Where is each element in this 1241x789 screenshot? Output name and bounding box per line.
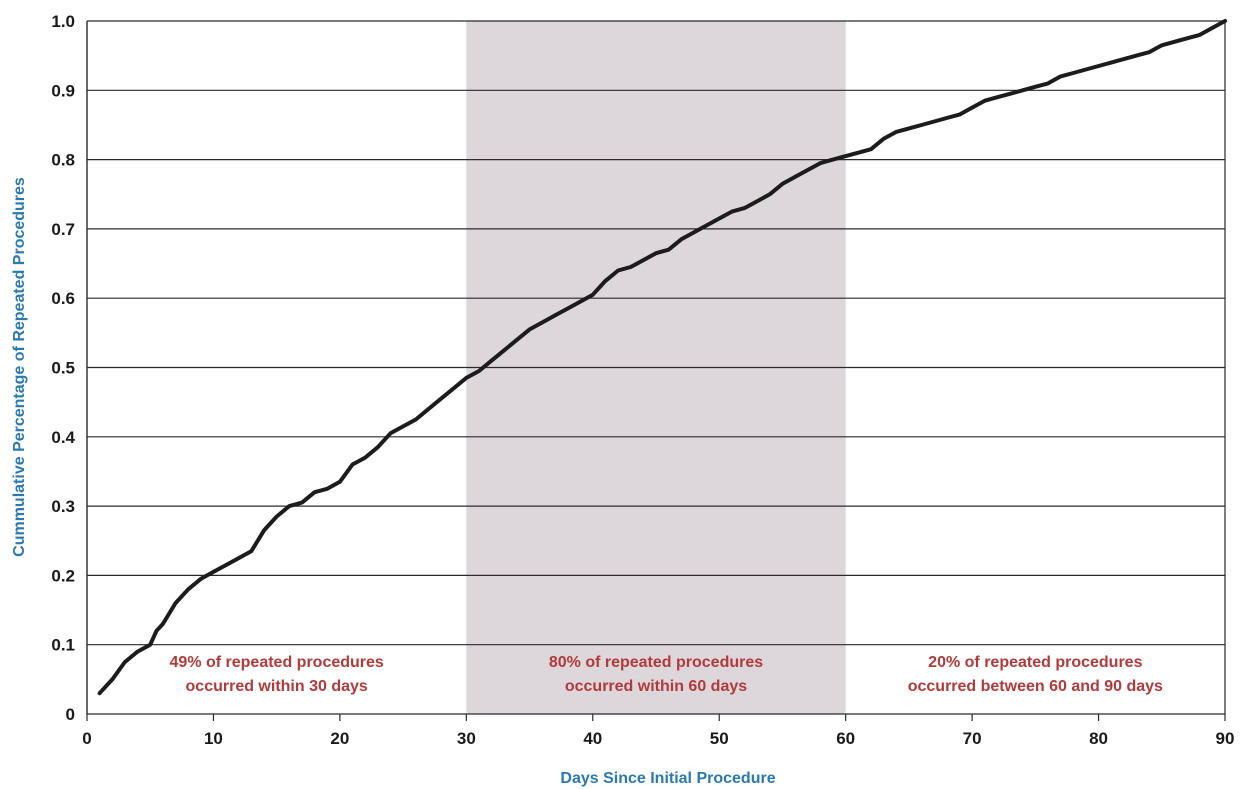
x-tick-label: 40 [583, 729, 602, 748]
x-axis-title: Days Since Initial Procedure [560, 770, 775, 787]
annotation-label: 20% of repeated procedures [928, 654, 1142, 671]
axis-layer: 0 0.1 0.2 0.3 0.4 0.5 0.6 0.7 0.8 0.9 1.0 0 10 20 30 40… [51, 12, 1234, 748]
y-tick-label: 0 [66, 705, 75, 724]
x-tick-label: 0 [82, 729, 91, 748]
cumulative-series-line [97, 19, 1227, 696]
y-tick-label: 1.0 [51, 12, 75, 31]
x-tick-label: 90 [1216, 729, 1235, 748]
y-tick-label: 0.5 [51, 359, 75, 378]
x-tick-label: 60 [836, 729, 855, 748]
y-axis-title: Cummulative Percentage of Repeated Proce… [11, 177, 28, 557]
y-tick-label: 0.4 [51, 428, 75, 447]
annotation-label: occurred within 60 days [565, 678, 747, 695]
x-tick-label: 50 [710, 729, 729, 748]
x-tick-label: 10 [204, 729, 223, 748]
x-tick-label: 70 [963, 729, 982, 748]
y-tick-label: 0.2 [51, 566, 75, 585]
series-layer [97, 19, 1227, 696]
x-tick-label: 30 [457, 729, 476, 748]
y-tick-label: 0.6 [51, 289, 75, 308]
gridline-layer [87, 20, 1225, 715]
y-tick-label: 0.8 [51, 151, 75, 170]
x-tick-label: 20 [330, 729, 349, 748]
annotation-layer: 49% of repeated procedures occurred withi… [170, 654, 1164, 695]
annotation-label: 49% of repeated procedures [170, 654, 384, 671]
annotation-label: occurred between 60 and 90 days [908, 678, 1163, 695]
annotation-label: 80% of repeated procedures [549, 654, 763, 671]
y-tick-label: 0.9 [51, 81, 75, 100]
y-tick-label: 0.7 [51, 220, 75, 239]
annotation-label: occurred within 30 days [186, 678, 368, 695]
x-tick-label: 80 [1089, 729, 1108, 748]
y-tick-label: 0.3 [51, 497, 75, 516]
y-tick-label: 0.1 [51, 636, 75, 655]
